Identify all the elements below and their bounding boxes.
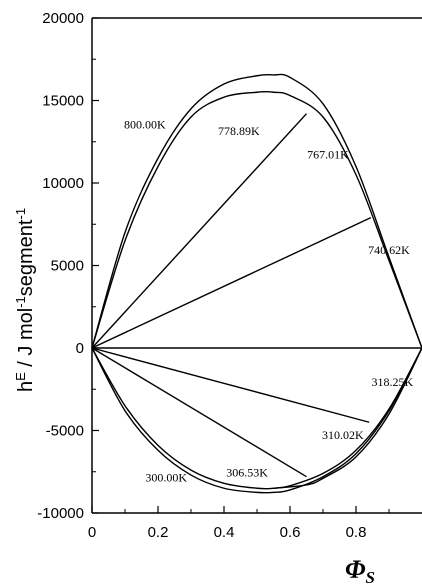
series-label: 300.00K — [145, 471, 187, 485]
y-tick-label: 15000 — [42, 93, 84, 110]
y-tick-label: -10000 — [37, 505, 84, 522]
series-line-2 — [91, 113, 308, 349]
series-lines — [91, 73, 422, 494]
y-tick-label: 10000 — [42, 175, 84, 192]
series-labels: 800.00K 778.89K 767.01K 740.62K 318.25K 310.0… — [124, 118, 413, 485]
series-line-9 — [91, 347, 422, 490]
series-line-1 — [91, 91, 422, 349]
x-tick-label: 0 — [88, 524, 96, 541]
y-tick-label: 0 — [76, 340, 84, 357]
series-line-0 — [91, 73, 422, 349]
y-tick-label: -5000 — [46, 423, 84, 440]
series-label: 767.01K — [307, 147, 349, 161]
series-line-8 — [91, 347, 422, 494]
y-tick-label: 5000 — [51, 258, 84, 275]
series-label: 318.25K — [371, 375, 413, 389]
series-line-7 — [273, 347, 422, 489]
series-label: 740.62K — [368, 243, 410, 257]
series-label: 310.02K — [322, 428, 364, 442]
series-label: 800.00K — [124, 118, 166, 132]
y-axis-title: hE / J mol-1segment-1 — [13, 208, 37, 392]
series-label: 778.89K — [218, 124, 260, 138]
x-tick-label: 0.4 — [214, 524, 235, 541]
y-tick-label: 20000 — [42, 10, 84, 27]
series-line-3 — [91, 217, 372, 349]
x-tick-label: 0.2 — [148, 524, 169, 541]
series-label: 306.53K — [226, 466, 268, 480]
series-line-5 — [91, 347, 370, 423]
series-line-6 — [91, 347, 307, 478]
x-axis-title: ΦS — [345, 555, 375, 585]
x-tick-label: 0.8 — [346, 524, 367, 541]
x-tick-label: 0.6 — [280, 524, 301, 541]
axis-ticks — [91, 17, 390, 514]
